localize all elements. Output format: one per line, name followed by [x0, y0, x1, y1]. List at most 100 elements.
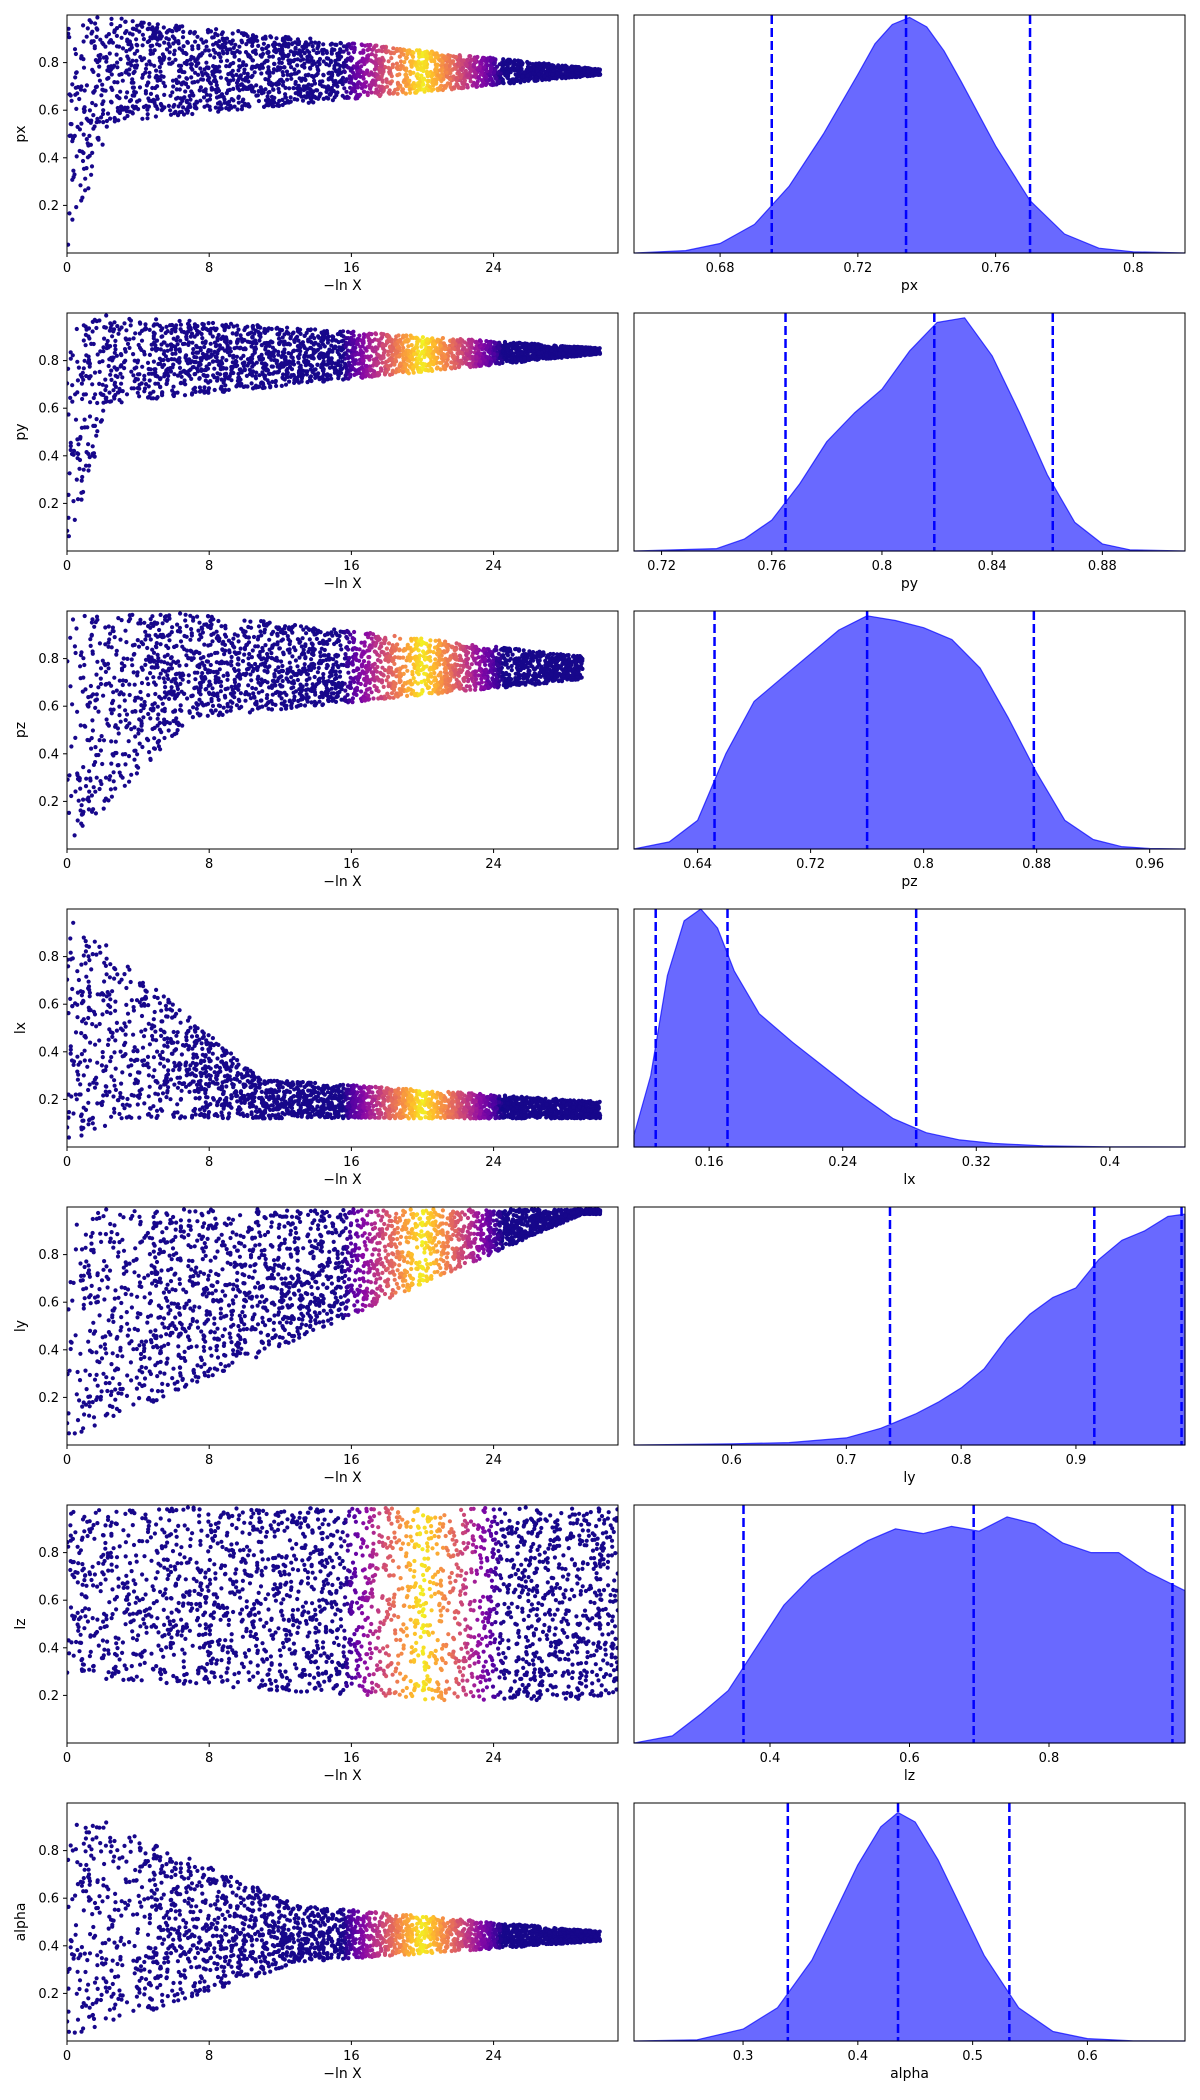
scatter-point: [479, 83, 484, 88]
scatter-point: [449, 360, 454, 365]
scatter-point: [332, 367, 337, 372]
scatter-point: [170, 90, 175, 95]
scatter-point: [161, 362, 167, 367]
scatter-point: [101, 99, 106, 104]
scatter-point: [399, 63, 404, 68]
scatter-point: [487, 348, 492, 353]
scatter-point: [326, 96, 331, 101]
scatter-point: [74, 106, 79, 111]
scatter-point: [333, 344, 338, 349]
scatter-point: [148, 391, 153, 396]
scatter-point: [482, 351, 487, 356]
scatter-point: [597, 346, 602, 351]
scatter-point: [184, 99, 189, 105]
scatter-point: [110, 65, 115, 70]
scatter-point: [282, 350, 287, 355]
scatter-point: [174, 87, 179, 92]
scatter-point: [563, 354, 568, 359]
scatter-point: [351, 341, 356, 346]
scatter-point: [328, 42, 333, 47]
scatter-point: [83, 463, 89, 468]
scatter-point: [315, 46, 320, 51]
scatter-point: [485, 56, 491, 61]
scatter-point: [79, 121, 84, 126]
scatter-point: [164, 324, 169, 329]
scatter-point: [300, 98, 306, 103]
scatter-point: [232, 54, 237, 59]
scatter-point: [359, 64, 364, 69]
scatter-point: [402, 60, 407, 65]
scatter-point: [459, 58, 464, 63]
scatter-point: [99, 418, 104, 423]
scatter-point: [278, 328, 283, 333]
scatter-point: [143, 322, 148, 327]
scatter-point: [108, 372, 113, 377]
scatter-point: [271, 104, 276, 109]
scatter-point: [246, 79, 251, 84]
scatter-point: [88, 142, 93, 147]
scatter-point: [188, 62, 193, 67]
scatter-point: [181, 105, 186, 110]
scatter-point: [205, 103, 210, 108]
scatter-point: [95, 60, 100, 65]
scatter-point: [120, 389, 125, 394]
scatter-point: [509, 67, 514, 72]
scatter-point: [248, 86, 253, 91]
scatter-point: [204, 44, 209, 49]
scatter-point: [420, 87, 425, 92]
scatter-point: [150, 51, 155, 56]
scatter-point: [193, 39, 198, 44]
scatter-point: [159, 74, 164, 79]
scatter-point: [471, 62, 477, 67]
scatter-point: [81, 338, 86, 343]
scatter-point: [237, 74, 242, 80]
scatter-point: [106, 31, 111, 37]
scatter-point: [402, 361, 407, 366]
scatter-point: [282, 100, 288, 105]
scatter-point: [525, 59, 530, 65]
scatter-point: [87, 463, 92, 468]
scatter-point: [211, 373, 216, 378]
scatter-point: [219, 377, 224, 382]
scatter-point: [485, 63, 490, 68]
scatter-point: [317, 62, 322, 67]
scatter-point: [199, 388, 204, 393]
scatter-point: [186, 342, 191, 347]
scatter-point: [170, 60, 175, 65]
scatter-point: [251, 326, 256, 331]
scatter-point: [70, 383, 75, 388]
scatter-point: [301, 372, 306, 377]
scatter-point: [131, 85, 136, 90]
scatter-point: [186, 105, 191, 110]
scatter-point: [320, 51, 325, 56]
scatter-point: [367, 332, 372, 337]
scatter-point: [130, 111, 135, 116]
scatter-point: [234, 331, 239, 336]
scatter-point: [139, 338, 145, 343]
scatter-point: [190, 67, 195, 72]
scatter-point: [308, 65, 313, 70]
scatter-point: [89, 31, 94, 36]
scatter-point: [316, 335, 322, 340]
scatter-point: [162, 40, 167, 45]
scatter-point: [67, 211, 72, 216]
scatter-point: [299, 78, 304, 83]
scatter-point: [363, 71, 368, 76]
scatter-point: [443, 63, 448, 68]
scatter-point: [593, 72, 598, 77]
scatter-point: [94, 433, 99, 438]
scatter-point: [210, 320, 216, 326]
scatter-point: [203, 340, 208, 346]
scatter-point: [116, 118, 121, 123]
scatter-point: [318, 79, 323, 84]
scatter-point: [140, 364, 145, 369]
scatter-point: [203, 48, 208, 53]
scatter-point: [144, 62, 149, 67]
scatter-point: [135, 23, 140, 28]
scatter-point: [321, 331, 326, 336]
scatter-point: [188, 367, 193, 372]
scatter-point: [241, 384, 246, 389]
density-area: [633, 16, 1186, 254]
scatter-point: [79, 374, 84, 379]
scatter-point: [95, 400, 100, 406]
